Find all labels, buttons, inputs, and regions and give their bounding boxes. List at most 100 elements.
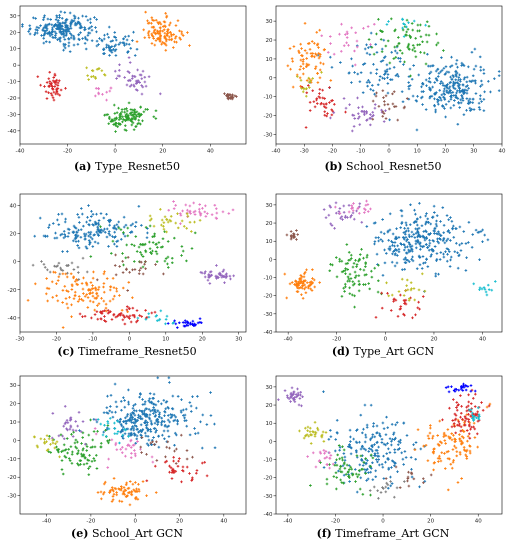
- data-point: [308, 47, 312, 51]
- data-point: [377, 17, 380, 21]
- data-point: [369, 448, 373, 451]
- data-point: [49, 18, 53, 21]
- data-point: [33, 33, 36, 36]
- data-point: [57, 434, 61, 438]
- data-point: [401, 457, 405, 461]
- data-point: [358, 202, 362, 205]
- data-point: [318, 28, 321, 32]
- data-point: [171, 394, 175, 398]
- data-point: [134, 481, 137, 484]
- data-point: [338, 259, 342, 263]
- data-point: [54, 92, 58, 96]
- data-point: [370, 444, 373, 448]
- data-point: [45, 434, 49, 437]
- data-point: [102, 482, 106, 486]
- data-point: [353, 305, 356, 309]
- data-point: [348, 103, 351, 107]
- data-point: [64, 87, 67, 90]
- data-point: [295, 238, 298, 241]
- data-point: [352, 262, 356, 265]
- data-point: [137, 245, 141, 249]
- data-point: [423, 289, 427, 293]
- data-point: [352, 217, 356, 221]
- data-point: [421, 234, 425, 238]
- data-point: [350, 81, 353, 84]
- data-point: [200, 446, 204, 450]
- data-point: [443, 439, 447, 442]
- data-point: [394, 298, 398, 302]
- data-point: [464, 269, 468, 272]
- data-point: [302, 58, 305, 61]
- data-point: [351, 129, 354, 133]
- data-point: [322, 102, 326, 106]
- scatter-points: [283, 199, 497, 320]
- data-point: [150, 22, 153, 25]
- data-point: [176, 422, 179, 426]
- data-point: [95, 230, 98, 234]
- data-point: [73, 226, 77, 229]
- data-point: [377, 445, 380, 449]
- data-point: [83, 35, 87, 39]
- data-point: [482, 286, 486, 289]
- data-point: [144, 267, 147, 271]
- data-point: [68, 296, 71, 299]
- data-point: [382, 427, 386, 431]
- data-point: [467, 101, 470, 105]
- data-point: [70, 284, 74, 288]
- data-point: [111, 498, 115, 502]
- data-point: [166, 429, 170, 433]
- data-point: [453, 424, 456, 428]
- data-point: [381, 76, 384, 80]
- data-point: [411, 316, 414, 320]
- data-point: [469, 100, 472, 104]
- data-point: [84, 442, 87, 446]
- data-point: [180, 219, 184, 223]
- data-point: [316, 72, 319, 75]
- data-point: [351, 211, 355, 215]
- data-point: [305, 268, 308, 272]
- data-point: [396, 254, 399, 257]
- data-point: [130, 243, 134, 246]
- data-point: [114, 130, 117, 133]
- data-point: [438, 440, 442, 444]
- data-point: [318, 281, 321, 284]
- x-tick-label: 40: [207, 149, 214, 155]
- data-point: [358, 123, 362, 126]
- data-point: [334, 438, 338, 441]
- caption-e: (e) School_Art GCN: [71, 527, 183, 540]
- data-point: [411, 259, 415, 263]
- data-point: [454, 78, 458, 82]
- data-point: [296, 391, 300, 395]
- x-tick-label: 40: [499, 149, 506, 155]
- data-point: [57, 450, 60, 454]
- x-tick-label: -30: [16, 337, 25, 343]
- data-point: [326, 51, 330, 54]
- data-point: [147, 438, 151, 442]
- data-point: [422, 245, 426, 248]
- data-point: [122, 490, 126, 493]
- data-point: [386, 229, 390, 233]
- data-point: [357, 469, 361, 472]
- data-point: [75, 278, 78, 281]
- data-point: [289, 230, 293, 233]
- data-point: [362, 427, 365, 431]
- data-point: [221, 270, 225, 273]
- data-point: [447, 87, 451, 91]
- data-point: [403, 313, 406, 317]
- y-tick-label: -10: [264, 95, 273, 101]
- data-point: [416, 94, 419, 98]
- data-point: [118, 499, 121, 503]
- data-point: [144, 225, 148, 229]
- data-point: [62, 28, 66, 32]
- data-point: [174, 204, 177, 207]
- data-point: [452, 103, 456, 107]
- data-point: [401, 236, 405, 239]
- data-point: [147, 33, 150, 37]
- data-point: [384, 44, 388, 48]
- data-point: [308, 101, 312, 104]
- data-point: [353, 117, 357, 120]
- data-point: [106, 466, 110, 469]
- data-point: [123, 399, 126, 402]
- data-point: [427, 244, 431, 248]
- data-point: [131, 313, 135, 317]
